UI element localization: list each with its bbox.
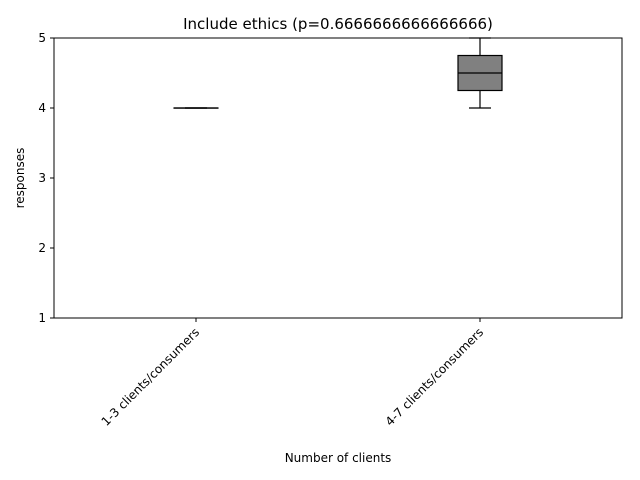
x-tick-label: 1-3 clients/consumers	[99, 325, 202, 428]
chart-title: Include ethics (p=0.6666666666666666)	[183, 15, 493, 33]
y-axis-label: responses	[13, 148, 27, 209]
plot-marks	[173, 37, 503, 109]
y-tick-label: 2	[38, 241, 46, 255]
y-tick-label: 5	[38, 31, 46, 45]
plot-area	[53, 37, 623, 319]
x-tick-label: 4-7 clients/consumers	[383, 325, 486, 428]
y-tick-label: 3	[38, 171, 46, 185]
y-tick-label: 1	[38, 311, 46, 325]
y-axis: 1 2 3 4 5	[38, 31, 54, 325]
x-axis-label: Number of clients	[285, 451, 392, 465]
x-axis: 1-3 clients/consumers 4-7 clients/consume…	[99, 318, 486, 429]
y-tick-label: 4	[38, 101, 46, 115]
